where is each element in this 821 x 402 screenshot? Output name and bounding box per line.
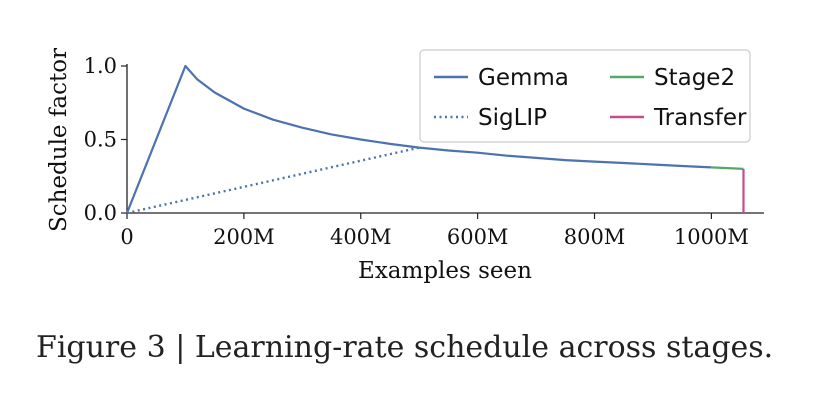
x-tick-label: 200M — [213, 225, 275, 249]
legend-box — [419, 49, 751, 143]
x-tick-label: 600M — [447, 225, 509, 249]
chart: 0 200M 400M 600M 800M 1000M 0.0 0.5 1.0 Gemma Sig… — [46, 48, 764, 284]
series-line-stage2 — [711, 166, 744, 170]
x-tick-label: 1000M — [674, 225, 749, 249]
legend-label-transfer: Transfer — [653, 105, 747, 131]
y-tick-label: 1.0 — [84, 54, 117, 78]
legend: Gemma SigLIP Stage2 Transfer — [419, 49, 751, 143]
series-line-gemma — [125, 64, 712, 214]
legend-label-siglip: SigLIP — [478, 105, 547, 131]
series-line-siglip — [126, 146, 420, 215]
x-axis-title: Examples seen — [358, 258, 532, 284]
legend-label-gemma: Gemma — [478, 65, 569, 91]
y-axis-title: Schedule factor — [46, 48, 72, 232]
figure-caption: Figure 3 | Learning-rate schedule across… — [36, 330, 774, 365]
y-tick-label: 0.5 — [84, 128, 117, 152]
y-tick-label: 0.0 — [84, 201, 117, 225]
x-tick-label: 800M — [564, 225, 626, 249]
legend-label-stage2: Stage2 — [654, 65, 735, 91]
x-tick-label: 0 — [120, 225, 133, 249]
axes — [126, 64, 764, 214]
ticks: 0 200M 400M 600M 800M 1000M 0.0 0.5 1.0 — [84, 54, 749, 249]
x-tick-label: 400M — [330, 225, 392, 249]
series-lines — [125, 64, 745, 215]
